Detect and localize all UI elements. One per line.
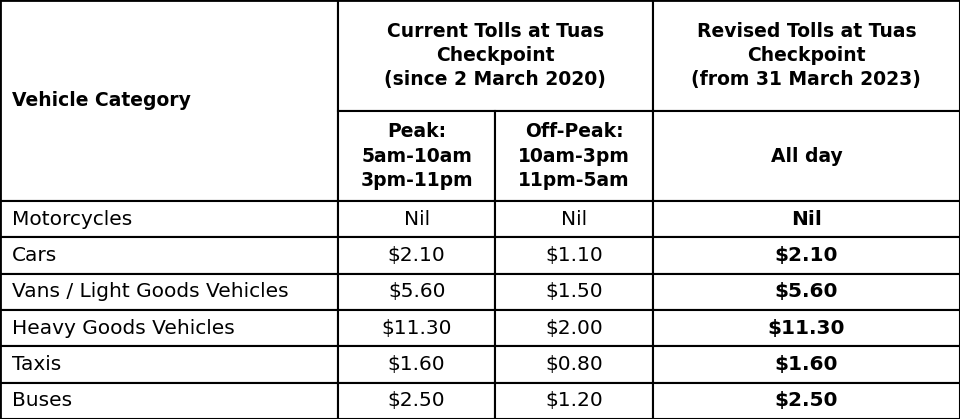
Bar xyxy=(653,383,960,419)
Text: $5.60: $5.60 xyxy=(388,282,445,301)
Text: Buses: Buses xyxy=(12,391,72,411)
Bar xyxy=(495,111,653,201)
Bar xyxy=(0,383,338,419)
Text: $1.50: $1.50 xyxy=(545,282,603,301)
Text: $11.30: $11.30 xyxy=(381,319,452,338)
Bar xyxy=(653,310,960,347)
Text: $11.30: $11.30 xyxy=(768,319,845,338)
Text: $2.50: $2.50 xyxy=(775,391,838,411)
Bar xyxy=(338,274,495,310)
Bar xyxy=(0,310,338,347)
Bar xyxy=(653,347,960,383)
Text: $2.10: $2.10 xyxy=(388,246,445,265)
Text: Heavy Goods Vehicles: Heavy Goods Vehicles xyxy=(12,319,235,338)
Text: $1.10: $1.10 xyxy=(545,246,603,265)
Text: $1.20: $1.20 xyxy=(545,391,603,411)
Bar xyxy=(0,201,338,238)
Text: $2.50: $2.50 xyxy=(388,391,445,411)
Text: Motorcycles: Motorcycles xyxy=(12,210,132,229)
Bar xyxy=(495,274,653,310)
Bar xyxy=(0,238,338,274)
Text: Nil: Nil xyxy=(403,210,430,229)
Bar xyxy=(653,274,960,310)
Bar xyxy=(495,201,653,238)
Text: Revised Tolls at Tuas
Checkpoint
(from 31 March 2023): Revised Tolls at Tuas Checkpoint (from 3… xyxy=(691,22,922,89)
Text: Vans / Light Goods Vehicles: Vans / Light Goods Vehicles xyxy=(12,282,289,301)
Text: Vehicle Category: Vehicle Category xyxy=(12,91,191,110)
Bar xyxy=(338,0,653,111)
Text: $1.60: $1.60 xyxy=(388,355,445,374)
Bar xyxy=(338,111,495,201)
Bar xyxy=(495,310,653,347)
Bar xyxy=(338,347,495,383)
Bar xyxy=(495,383,653,419)
Text: Taxis: Taxis xyxy=(12,355,61,374)
Bar xyxy=(0,0,338,201)
Text: Cars: Cars xyxy=(12,246,58,265)
Text: $5.60: $5.60 xyxy=(775,282,838,301)
Text: Current Tolls at Tuas
Checkpoint
(since 2 March 2020): Current Tolls at Tuas Checkpoint (since … xyxy=(384,22,607,89)
Bar xyxy=(653,0,960,111)
Bar xyxy=(653,238,960,274)
Text: Off-Peak:
10am-3pm
11pm-5am: Off-Peak: 10am-3pm 11pm-5am xyxy=(518,122,630,190)
Bar xyxy=(653,111,960,201)
Bar xyxy=(0,347,338,383)
Text: Nil: Nil xyxy=(561,210,588,229)
Text: $1.60: $1.60 xyxy=(775,355,838,374)
Text: $2.00: $2.00 xyxy=(545,319,603,338)
Bar xyxy=(0,274,338,310)
Bar xyxy=(338,201,495,238)
Bar xyxy=(495,347,653,383)
Bar xyxy=(495,238,653,274)
Text: Peak:
5am-10am
3pm-11pm: Peak: 5am-10am 3pm-11pm xyxy=(360,122,473,190)
Bar xyxy=(338,310,495,347)
Bar xyxy=(653,201,960,238)
Bar xyxy=(338,383,495,419)
Text: $0.80: $0.80 xyxy=(545,355,603,374)
Bar xyxy=(338,238,495,274)
Text: All day: All day xyxy=(771,147,842,166)
Text: Nil: Nil xyxy=(791,210,822,229)
Text: $2.10: $2.10 xyxy=(775,246,838,265)
